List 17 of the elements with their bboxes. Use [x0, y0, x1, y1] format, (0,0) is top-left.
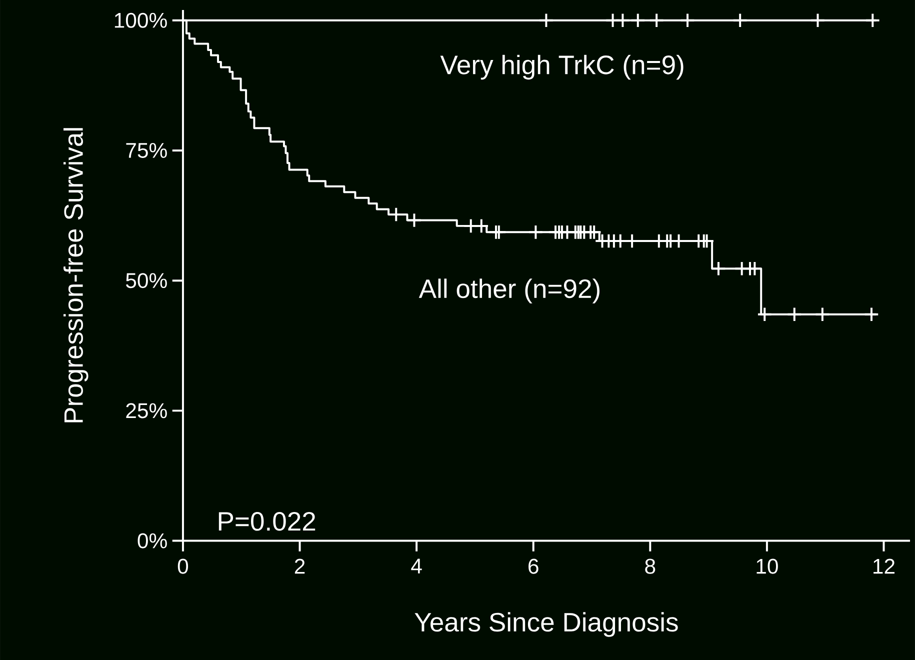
- x-tick-label: 4: [411, 558, 422, 574]
- x-tick-label: 0: [178, 558, 188, 574]
- y-tick-label: 100%: [114, 12, 167, 28]
- x-axis-title: Years Since Diagnosis: [414, 612, 678, 637]
- y-tick-label: 0%: [138, 533, 167, 548]
- x-tick-label: 2: [294, 558, 305, 574]
- y-tick-label: 50%: [126, 272, 167, 288]
- x-tick-label: 12: [874, 558, 894, 574]
- y-tick-label: 25%: [126, 403, 167, 418]
- x-tick-label: 6: [528, 558, 538, 574]
- series-label: All other (n=92): [418, 278, 600, 304]
- y-axis-title: Progression-free Survival: [64, 128, 88, 422]
- annotation: P=0.022: [218, 512, 316, 531]
- series-label: Very high TrkC (n=9): [440, 54, 684, 80]
- y-tick-label: 75%: [126, 142, 167, 158]
- x-tick-label: 8: [645, 558, 656, 574]
- x-tick-label: 10: [756, 558, 778, 574]
